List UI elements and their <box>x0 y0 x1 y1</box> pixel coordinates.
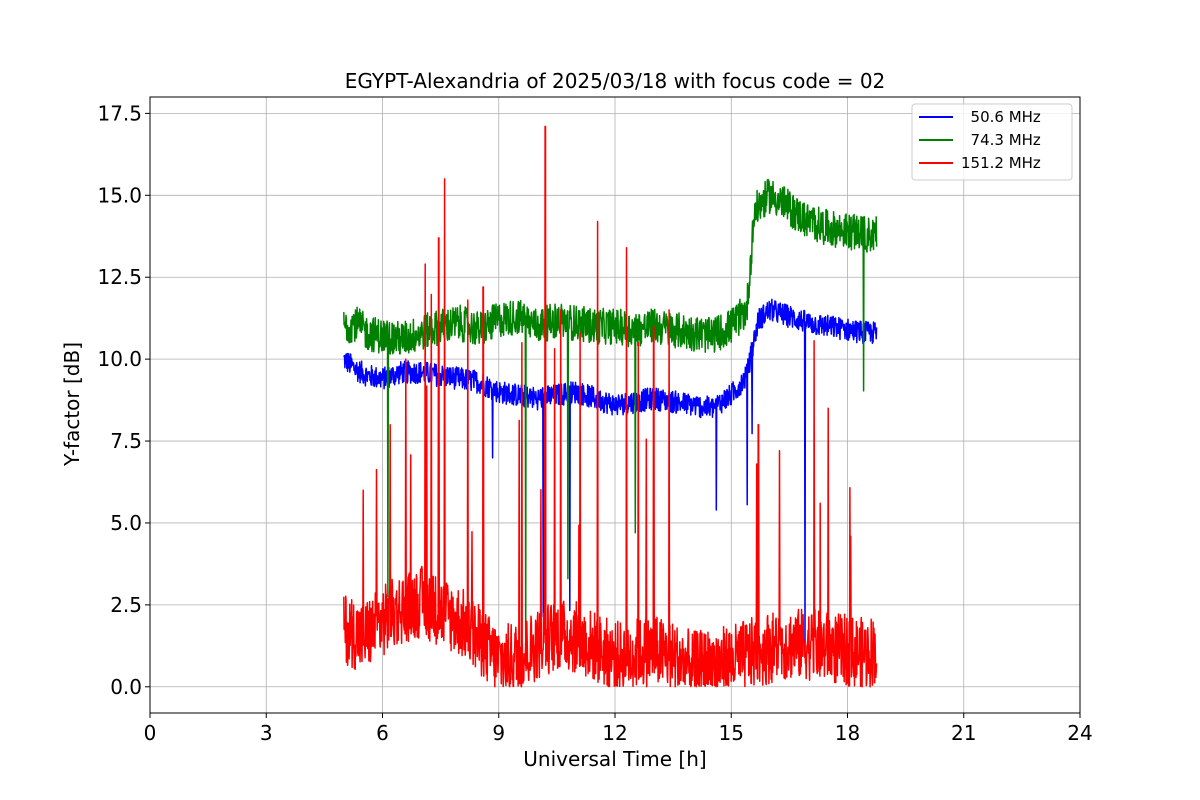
series-line <box>343 125 878 688</box>
x-tick-label: 24 <box>1067 721 1092 745</box>
legend-label-series-2: 74.3 MHz <box>961 131 1041 149</box>
x-tick-label: 3 <box>260 721 273 745</box>
x-tick-label: 12 <box>602 721 627 745</box>
plot-data <box>343 125 878 688</box>
legend-label-series-3: 151.2 MHz <box>961 154 1041 172</box>
series-3 <box>343 125 878 688</box>
y-tick-label: 15.0 <box>97 183 142 207</box>
chart-title: EGYPT-Alexandria of 2025/03/18 with focu… <box>345 69 886 93</box>
series-line <box>343 298 878 649</box>
y-tick-label: 12.5 <box>97 265 142 289</box>
x-tick-label: 0 <box>144 721 157 745</box>
x-axis-label: Universal Time [h] <box>523 747 706 771</box>
y-tick-label: 10.0 <box>97 347 142 371</box>
x-tick-label: 15 <box>719 721 744 745</box>
ticks: 0 3 6 9 12 15 18 21 24 0.0 2.5 5.0 7.5 10.0 12.5 15.0 17… <box>97 101 1092 745</box>
y-tick-label: 5.0 <box>110 511 142 535</box>
legend-box <box>911 103 1073 181</box>
series-line <box>343 178 878 667</box>
x-tick-label: 18 <box>835 721 860 745</box>
x-tick-label: 9 <box>492 721 505 745</box>
legend: 50.6 MHz 74.3 MHz 151.2 MHz <box>911 103 1073 181</box>
series-2 <box>343 178 878 667</box>
y-tick-label: 7.5 <box>110 429 142 453</box>
series-1 <box>343 298 878 649</box>
y-tick-label: 2.5 <box>110 593 142 617</box>
x-tick-label: 21 <box>951 721 976 745</box>
y-tick-label: 0.0 <box>110 675 142 699</box>
x-tick-label: 6 <box>376 721 389 745</box>
y-tick-label: 17.5 <box>97 101 142 125</box>
legend-label-series-1: 50.6 MHz <box>961 108 1041 126</box>
y-axis-label: Y-factor [dB] <box>60 342 84 467</box>
